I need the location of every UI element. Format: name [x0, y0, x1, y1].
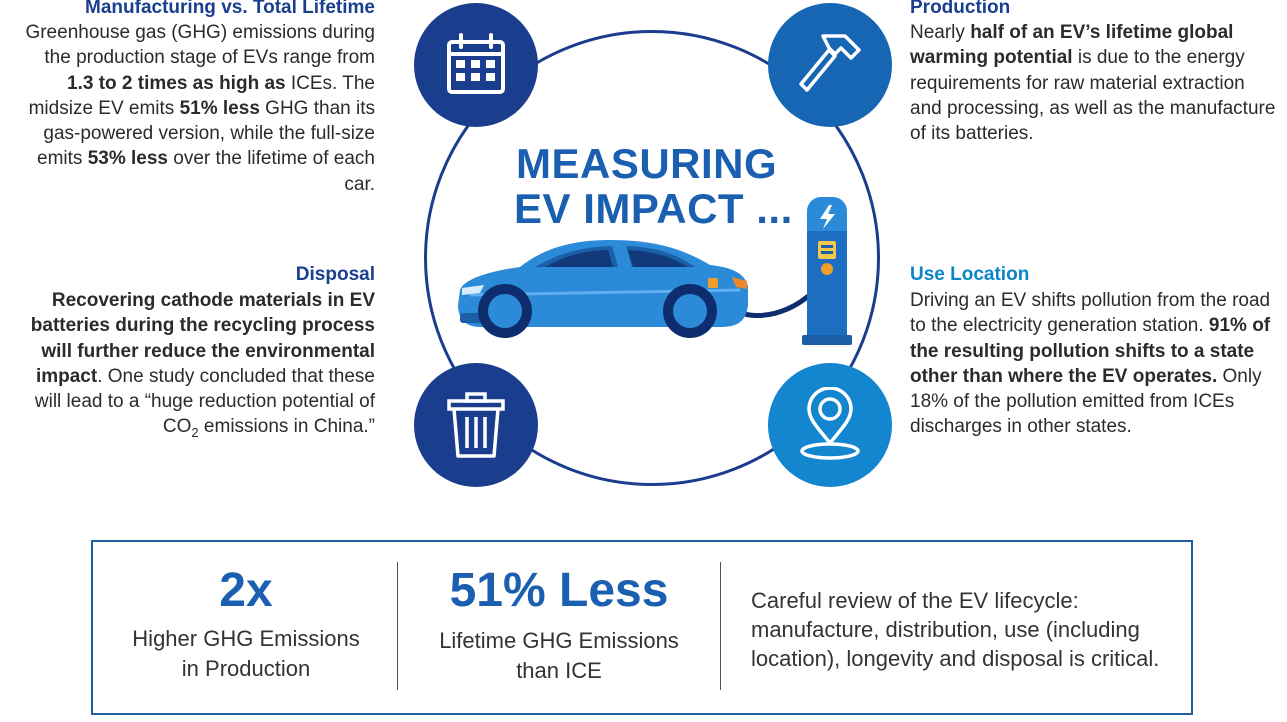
- production-heading: Production: [910, 0, 1011, 18]
- trash-icon: [414, 363, 538, 487]
- use-location-heading: Use Location: [910, 264, 1030, 285]
- location-pin-icon: [768, 363, 892, 487]
- stat-lifetime-label: Lifetime GHG Emissions than ICE: [439, 628, 679, 683]
- stats-panel: [91, 540, 1193, 715]
- stats-divider: [720, 562, 721, 690]
- stat-production-value: 2x: [219, 564, 273, 617]
- stat-lifetime-value: 51% Less: [449, 564, 669, 617]
- center-title-line-1: MEASURING: [516, 140, 778, 187]
- car-illustration: [458, 197, 852, 345]
- stat-production-label: Higher GHG Emissions in Production: [132, 626, 360, 681]
- stats-divider: [397, 562, 398, 690]
- center-ring: [424, 30, 880, 486]
- production-text: Nearly half of an EV’s lifetime global w…: [910, 22, 1276, 145]
- disposal-text: Recovering cathode materials in EV batte…: [30, 290, 375, 441]
- manufacturing-text: Greenhouse gas (GHG) emissions during th…: [25, 22, 375, 195]
- calendar-icon: [414, 3, 538, 127]
- lifecycle-summary: Careful review of the EV lifecycle: manu…: [751, 588, 1160, 671]
- hammer-icon: [768, 3, 892, 127]
- center-title-line-2: EV IMPACT ...: [514, 185, 793, 232]
- use-location-text: Driving an EV shifts pollution from the …: [910, 290, 1271, 438]
- charger-icon: [802, 197, 852, 345]
- manufacturing-heading: Manufacturing vs. Total Lifetime: [85, 0, 375, 18]
- disposal-heading: Disposal: [295, 264, 375, 285]
